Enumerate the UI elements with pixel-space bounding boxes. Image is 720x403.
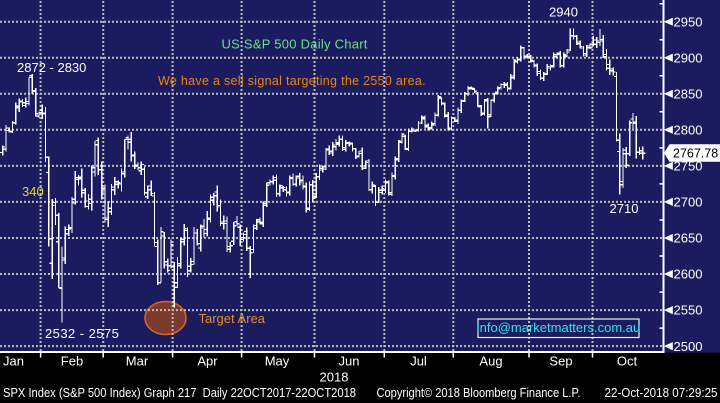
svg-text:Apr: Apr (197, 354, 218, 369)
svg-text:Feb: Feb (61, 354, 83, 369)
svg-text:We have a sell signal targetin: We have a sell signal targeting the 2550… (158, 74, 426, 88)
svg-text:US S&P 500 Daily Chart: US S&P 500 Daily Chart (222, 36, 368, 51)
svg-text:Jun: Jun (339, 354, 360, 369)
svg-text:2500: 2500 (674, 339, 703, 354)
svg-text:2850: 2850 (674, 86, 703, 101)
svg-text:Target Area: Target Area (199, 311, 266, 326)
svg-text:2767.78: 2767.78 (673, 147, 718, 161)
svg-text:2018: 2018 (320, 370, 349, 385)
svg-text:340: 340 (22, 184, 44, 199)
svg-text:2600: 2600 (674, 267, 703, 282)
svg-text:2800: 2800 (674, 122, 703, 137)
svg-text:Copyright© 2018 Bloomberg Fina: Copyright© 2018 Bloomberg Finance L.P. (377, 386, 581, 400)
svg-text:2872 - 2830: 2872 - 2830 (17, 60, 86, 75)
svg-text:2900: 2900 (674, 50, 703, 65)
svg-text:2700: 2700 (674, 195, 703, 210)
svg-text:2550: 2550 (674, 303, 703, 318)
svg-text:May: May (265, 354, 290, 369)
svg-text:2650: 2650 (674, 231, 703, 246)
svg-text:Mar: Mar (126, 354, 149, 369)
svg-text:2750: 2750 (674, 159, 703, 174)
svg-text:2532 - 2575: 2532 - 2575 (45, 326, 119, 341)
svg-text:22-Oct-2018 07:29:25: 22-Oct-2018 07:29:25 (605, 386, 718, 400)
svg-text:2940: 2940 (549, 5, 578, 20)
svg-text:SPX Index (S&P 500 Index) Grap: SPX Index (S&P 500 Index) Graph 217 Dail… (3, 386, 356, 400)
svg-text:Jan: Jan (3, 354, 24, 369)
svg-text:Oct: Oct (617, 354, 638, 369)
svg-text:info@marketmatters.com.au: info@marketmatters.com.au (477, 320, 640, 335)
svg-text:2950: 2950 (674, 14, 703, 29)
svg-text:2710: 2710 (610, 201, 639, 216)
svg-text:Sep: Sep (549, 354, 572, 369)
svg-text:Jul: Jul (410, 354, 427, 369)
svg-text:Aug: Aug (479, 354, 502, 369)
